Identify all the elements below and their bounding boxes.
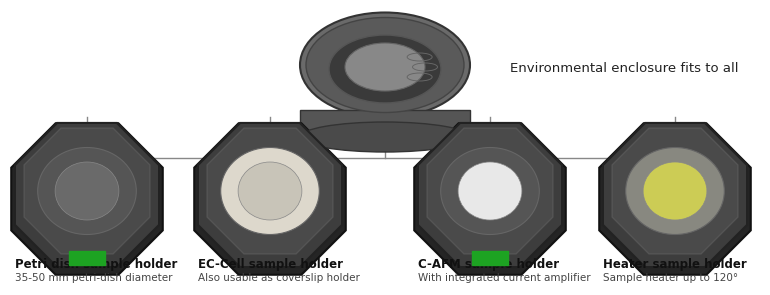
Text: Heater sample holder: Heater sample holder xyxy=(603,258,747,271)
Ellipse shape xyxy=(300,12,470,117)
Ellipse shape xyxy=(221,148,320,235)
Text: C-AFM sample holder: C-AFM sample holder xyxy=(418,258,559,271)
Polygon shape xyxy=(418,123,562,267)
Ellipse shape xyxy=(300,122,470,152)
Polygon shape xyxy=(15,123,159,267)
Polygon shape xyxy=(194,123,346,275)
Ellipse shape xyxy=(345,43,425,91)
Text: Petri dish sample holder: Petri dish sample holder xyxy=(15,258,177,271)
Ellipse shape xyxy=(458,162,522,220)
Polygon shape xyxy=(12,123,162,275)
Text: Sample heater up to 120°: Sample heater up to 120° xyxy=(603,273,738,283)
Polygon shape xyxy=(612,128,738,254)
Polygon shape xyxy=(198,123,342,267)
Ellipse shape xyxy=(440,148,539,235)
Polygon shape xyxy=(24,128,150,254)
Polygon shape xyxy=(414,123,566,275)
Text: With integrated current amplifier: With integrated current amplifier xyxy=(418,273,591,283)
Polygon shape xyxy=(300,110,470,137)
Bar xyxy=(472,251,508,265)
Text: 35-50 mm petri-dish diameter: 35-50 mm petri-dish diameter xyxy=(15,273,172,283)
Polygon shape xyxy=(427,128,553,254)
Ellipse shape xyxy=(626,148,725,235)
Ellipse shape xyxy=(55,162,119,220)
Ellipse shape xyxy=(238,162,302,220)
Ellipse shape xyxy=(38,148,136,235)
Text: Environmental enclosure fits to all: Environmental enclosure fits to all xyxy=(510,61,738,75)
Text: EC-Cell sample holder: EC-Cell sample holder xyxy=(198,258,343,271)
Ellipse shape xyxy=(329,35,441,103)
Polygon shape xyxy=(603,123,747,267)
Text: Also usable as coverslip holder: Also usable as coverslip holder xyxy=(198,273,360,283)
Ellipse shape xyxy=(306,17,464,112)
Ellipse shape xyxy=(643,162,707,220)
Polygon shape xyxy=(599,123,751,275)
Polygon shape xyxy=(207,128,333,254)
Bar xyxy=(69,251,105,265)
